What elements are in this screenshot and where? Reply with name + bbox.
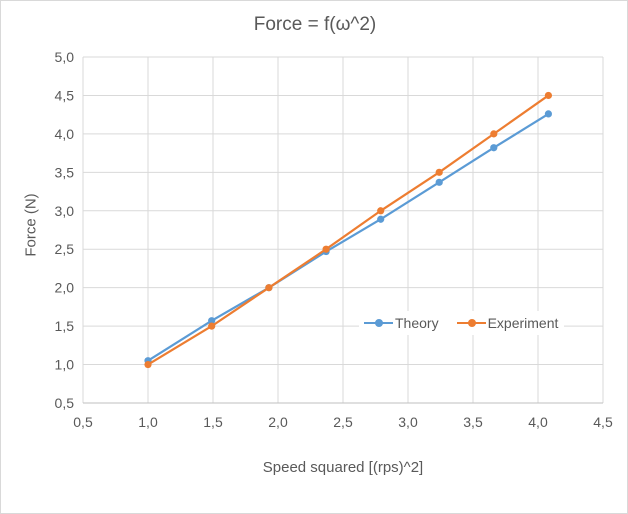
- x-tick-label: 0,5: [73, 414, 93, 430]
- legend-label-experiment: Experiment: [487, 315, 559, 331]
- data-point-theory: [544, 110, 553, 118]
- y-tick-label: 5,0: [55, 49, 75, 65]
- data-point-experiment: [208, 322, 216, 330]
- y-tick-label: 0,5: [55, 395, 75, 411]
- data-point-theory: [377, 215, 385, 223]
- data-point-experiment: [265, 284, 273, 292]
- x-tick-label: 3,0: [398, 414, 418, 430]
- x-tick-label: 2,0: [268, 414, 288, 430]
- x-tick-label: 3,5: [463, 414, 483, 430]
- y-tick-label: 2,0: [55, 280, 75, 296]
- y-tick-label: 1,5: [55, 318, 75, 334]
- x-tick-label: 1,0: [138, 414, 158, 430]
- y-tick-label: 2,5: [55, 241, 75, 257]
- x-axis-title: Speed squared [(rps)^2]: [262, 459, 424, 476]
- series-line-theory: [146, 112, 550, 362]
- y-tick-label: 4,0: [55, 126, 75, 142]
- chart-title: Force = f(ω^2): [253, 14, 377, 35]
- data-point-experiment: [435, 168, 443, 176]
- series-line-experiment: [146, 94, 550, 366]
- x-tick-label: 4,0: [528, 414, 548, 430]
- y-tick-label: 3,5: [55, 164, 75, 180]
- data-point-experiment: [144, 360, 152, 369]
- y-tick-label: 4,5: [55, 87, 75, 103]
- x-tick-label: 1,5: [203, 414, 223, 430]
- legend-label-theory: Theory: [395, 315, 439, 331]
- legend: Theory Experiment: [359, 311, 565, 335]
- data-point-experiment: [490, 130, 498, 138]
- y-tick-label: 3,0: [55, 203, 75, 219]
- data-point-theory: [208, 317, 216, 325]
- legend-item-theory: Theory: [364, 315, 439, 331]
- data-point-experiment: [322, 245, 330, 253]
- data-point-theory: [435, 178, 443, 186]
- x-tick-label: 2,5: [333, 414, 353, 430]
- data-point-experiment: [544, 91, 553, 100]
- x-tick-label: 4,5: [593, 414, 613, 430]
- experiment-series-marker-icon: [456, 319, 486, 327]
- theory-series-marker-icon: [364, 319, 393, 327]
- data-point-theory: [490, 144, 498, 152]
- y-tick-label: 1,0: [55, 357, 75, 373]
- data-point-experiment: [377, 207, 385, 215]
- legend-item-experiment: Experiment: [456, 315, 559, 331]
